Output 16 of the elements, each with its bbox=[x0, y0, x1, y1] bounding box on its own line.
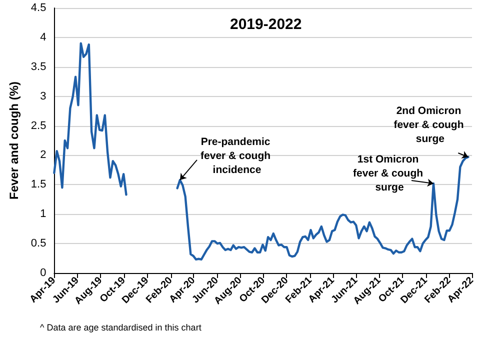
annotation: Pre-pandemic fever & cough incidence bbox=[200, 136, 274, 176]
y-tick-label: 1.5 bbox=[30, 178, 46, 191]
annotation: 1st Omicron fever & cough surge bbox=[353, 153, 426, 194]
y-tick-label: 3.5 bbox=[30, 60, 46, 73]
y-tick-label: 4.5 bbox=[30, 2, 46, 14]
annotation: 2nd Omicron fever & cough surge bbox=[394, 104, 467, 145]
y-tick-label: 3 bbox=[40, 90, 46, 102]
text: 2019-2022 bbox=[230, 16, 302, 33]
y-axis-title: Fever and cough (%) bbox=[7, 81, 21, 200]
y-tick-label: 2 bbox=[40, 149, 46, 162]
y-tick-label: 4 bbox=[40, 31, 46, 44]
y-tick-label: 0.5 bbox=[30, 238, 46, 250]
y-tick-label: 0 bbox=[40, 267, 46, 279]
text: ^ Data are age standardised in this chart bbox=[40, 322, 202, 332]
y-tick-label: 1 bbox=[40, 208, 46, 220]
y-tick-label: 2.5 bbox=[30, 120, 46, 132]
